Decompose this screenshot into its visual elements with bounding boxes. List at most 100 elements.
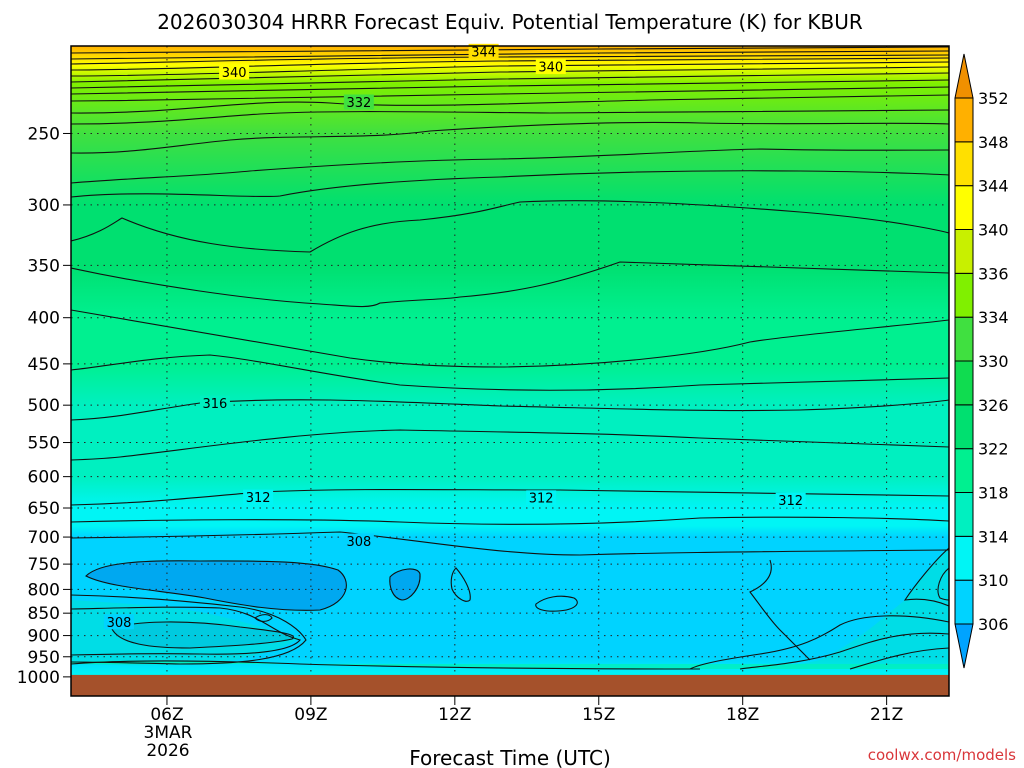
contour-line [937, 567, 949, 601]
contour-line [71, 170, 949, 198]
contour-line [71, 61, 949, 77]
y-axis: 250 300 350 400 450 500 550 600 650 700 750 800 850 9… [17, 124, 71, 688]
contour-label-background [526, 490, 557, 506]
contour-label: 344 [471, 45, 496, 60]
contour-line [749, 559, 811, 661]
contour-label-background [243, 489, 274, 505]
y-tick-label: 250 [28, 124, 60, 144]
time-gridlines [166, 46, 888, 696]
colorbar-swatch [954, 185, 974, 231]
colorbar-label: 334 [978, 308, 1009, 327]
colorbar-label: 352 [978, 89, 1009, 108]
contour-label: 308 [346, 535, 371, 550]
contour-line [71, 200, 949, 253]
y-tick-label: 550 [28, 434, 60, 454]
contour-line [71, 660, 701, 670]
date-label-year: 2026 [146, 741, 189, 761]
y-tick-label: 1000 [17, 668, 60, 688]
x-tick-label: 09Z [294, 705, 327, 725]
y-tick-label: 300 [28, 196, 60, 216]
colorbar-label: 330 [978, 352, 1009, 371]
plot-frame [70, 45, 950, 697]
y-tick-label: 400 [28, 309, 60, 329]
contour-label-background [775, 492, 806, 508]
contour-line [71, 531, 949, 556]
chart-title: 2026030304 HRRR Forecast Equiv. Potentia… [157, 10, 863, 34]
y-tick-label: 750 [28, 555, 60, 575]
y-tick-label: 850 [28, 604, 60, 624]
contour-label: 312 [529, 492, 554, 507]
contour-line [71, 148, 949, 184]
contour-label: 316 [203, 397, 228, 412]
colorbar-label: 314 [978, 527, 1009, 546]
y-tick-label: 600 [28, 468, 60, 488]
contour-line [689, 615, 949, 670]
colorbar-swatch [954, 141, 974, 187]
x-tick-label: 18Z [726, 705, 759, 725]
contour-label-background [219, 64, 250, 80]
colorbar-label: 318 [978, 484, 1009, 503]
closed-contours [71, 547, 949, 670]
contour-label-background [103, 614, 134, 630]
closed-contour [85, 560, 347, 611]
y-tick-label: 950 [28, 648, 60, 668]
colorbar-label: 344 [978, 177, 1009, 196]
contour-line [71, 54, 949, 65]
contour-label-background [535, 58, 566, 74]
y-tick-label: 650 [28, 499, 60, 519]
colorbar-swatch [954, 360, 974, 406]
contour-line [71, 594, 307, 665]
contour-label-background [343, 94, 374, 110]
closed-contour [389, 568, 421, 601]
x-tick-label: 06Z [150, 705, 183, 725]
contour-label-background [199, 395, 230, 411]
contour-line [71, 354, 949, 391]
y-tick-label: 900 [28, 627, 60, 647]
colorbar-label: 348 [978, 133, 1009, 152]
contour-label: 332 [346, 96, 371, 111]
contour-line [71, 121, 949, 154]
colorbar-label: 306 [978, 615, 1009, 634]
credit-text: coolwx.com/models [868, 746, 1016, 764]
contour-line [849, 647, 949, 670]
colorbar-label: 340 [978, 221, 1009, 240]
contour-line [71, 309, 949, 368]
contour-labels: 344 340 340 332 316 312 312 312 308 308 [103, 43, 806, 631]
x-tick-label: 12Z [438, 705, 471, 725]
contour-label: 340 [222, 66, 247, 81]
contour-line [71, 66, 949, 83]
date-label-day: 3MAR [144, 723, 193, 743]
colorbar: 306 310 314 318 322 326 330 334 336 340 344 348 352 [954, 53, 1009, 669]
terrain-fill [71, 674, 949, 696]
contour-label-background [468, 43, 499, 59]
y-tick-label: 800 [28, 580, 60, 600]
contour-line [71, 109, 949, 125]
contour-label: 312 [778, 494, 803, 509]
y-tick-label: 350 [28, 256, 60, 276]
contour-label: 340 [538, 60, 563, 75]
colorbar-swatch [954, 492, 974, 537]
x-axis: 06Z 09Z 12Z 15Z 18Z 21Z [150, 696, 903, 725]
contour-label-background [343, 533, 374, 549]
closed-contour [450, 567, 471, 602]
x-tick-label: 21Z [870, 705, 903, 725]
closed-contour [111, 621, 295, 649]
colorbar-swatch [954, 448, 974, 493]
colorbar-swatch [954, 404, 974, 450]
low-theta-pocket-upper [86, 560, 347, 611]
colorbar-label: 326 [978, 396, 1009, 415]
y-tick-label: 700 [28, 528, 60, 548]
contour-lines [71, 46, 949, 556]
contour-line [903, 547, 949, 607]
closed-contour [535, 595, 578, 612]
colorbar-swatch [954, 579, 974, 625]
colorbar-swatch [954, 535, 974, 581]
closed-contour [71, 606, 301, 656]
moist-edge-near-ground [71, 660, 949, 669]
plot-area: 344 340 340 332 316 312 312 312 308 308 [70, 43, 950, 697]
contour-line [71, 94, 949, 114]
contour-line [71, 57, 949, 71]
colorbar-label: 310 [978, 571, 1009, 590]
contour-label: 312 [246, 491, 271, 506]
